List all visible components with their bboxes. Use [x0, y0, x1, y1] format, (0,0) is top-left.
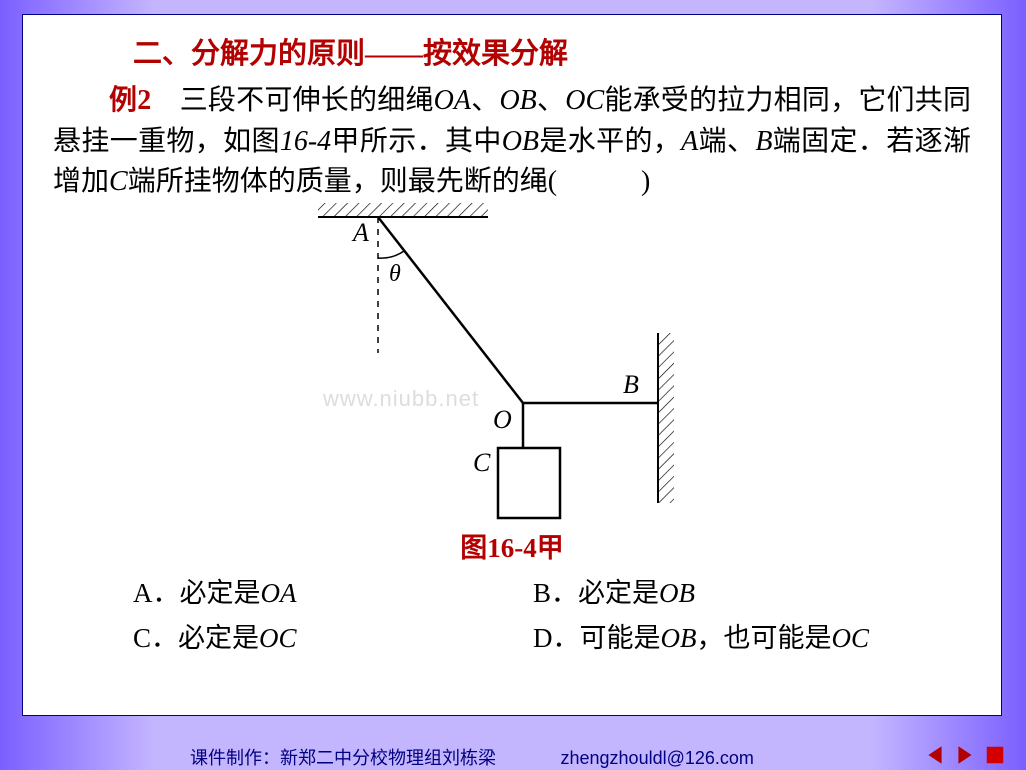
stop-icon[interactable] — [984, 744, 1006, 766]
problem-text: 例2 三段不可伸长的细绳OA、OB、OC能承受的拉力相同，它们共同悬挂一重物，如… — [53, 81, 971, 203]
label-A: A — [351, 218, 369, 247]
physics-diagram-svg: A θ O B C — [53, 203, 973, 533]
opt-var: OB — [661, 623, 697, 653]
opt-text: ，也可能是 — [697, 623, 832, 653]
fig-ref: 16-4 — [280, 126, 331, 157]
text-seg: 三段不可伸长的细绳 — [180, 85, 434, 116]
footer-email: zhengzhouldl@126.com — [561, 748, 754, 769]
text-seg: 甲所示．其中 — [331, 126, 502, 157]
watermark: www.niubb.net — [323, 383, 479, 415]
var-B: B — [755, 126, 772, 157]
var-C: C — [109, 166, 128, 197]
next-icon[interactable] — [954, 744, 976, 766]
var-OB: OB — [502, 126, 539, 157]
opt-text: 必定是 — [178, 623, 259, 653]
text-seg: 、 — [471, 85, 499, 116]
var-A: A — [681, 126, 698, 157]
opt-var: OB — [659, 578, 695, 608]
caption-ref: 16-4 — [487, 533, 537, 563]
example-label: 例2 — [109, 85, 151, 116]
diagram: www.niubb.net — [53, 203, 971, 533]
text-seg: 是水平的， — [539, 126, 681, 157]
nav-controls — [924, 744, 1006, 766]
footer-credit: 课件制作：新郑二中分校物理组刘栋梁 — [190, 744, 496, 770]
text-seg: 、 — [537, 85, 565, 116]
var-OC: OC — [565, 85, 604, 116]
option-d: D．可能是OB，也可能是OC — [533, 619, 869, 658]
label-O: O — [493, 405, 512, 434]
opt-text: 可能是 — [580, 623, 661, 653]
section-title: 二、分解力的原则——按效果分解 — [133, 33, 971, 75]
figure-caption: 图16-4甲 — [53, 529, 971, 568]
opt-var: OA — [261, 578, 297, 608]
opt-text: 必定是 — [578, 578, 659, 608]
opt-var: OC — [259, 623, 297, 653]
label-C: C — [473, 448, 491, 477]
var-OB: OB — [499, 85, 536, 116]
label-B: B — [623, 370, 639, 399]
option-c: C．必定是OC — [133, 619, 533, 658]
footer: 课件制作：新郑二中分校物理组刘栋梁 zhengzhouldl@126.com — [0, 738, 1026, 770]
label-theta: θ — [389, 261, 401, 287]
text-seg: 端、 — [698, 126, 755, 157]
opt-var: OC — [832, 623, 870, 653]
answer-options: A．必定是OA B．必定是OB C．必定是OC D．可能是OB，也可能是OC — [133, 574, 971, 658]
prev-icon[interactable] — [924, 744, 946, 766]
opt-label: B． — [533, 578, 578, 608]
opt-label: D． — [533, 623, 580, 653]
opt-label: A． — [133, 578, 180, 608]
opt-label: C． — [133, 623, 178, 653]
slide-frame: 二、分解力的原则——按效果分解 例2 三段不可伸长的细绳OA、OB、OC能承受的… — [22, 14, 1002, 716]
option-b: B．必定是OB — [533, 574, 695, 613]
slide-content: 二、分解力的原则——按效果分解 例2 三段不可伸长的细绳OA、OB、OC能承受的… — [23, 15, 1001, 674]
text-seg: 端所挂物体的质量，则最先断的绳( ) — [128, 166, 651, 197]
var-OA: OA — [434, 85, 471, 116]
caption-suffix: 甲 — [537, 533, 564, 563]
option-row-2: C．必定是OC D．可能是OB，也可能是OC — [133, 619, 971, 658]
option-row-1: A．必定是OA B．必定是OB — [133, 574, 971, 613]
caption-prefix: 图 — [460, 533, 487, 563]
option-a: A．必定是OA — [133, 574, 533, 613]
opt-text: 必定是 — [180, 578, 261, 608]
